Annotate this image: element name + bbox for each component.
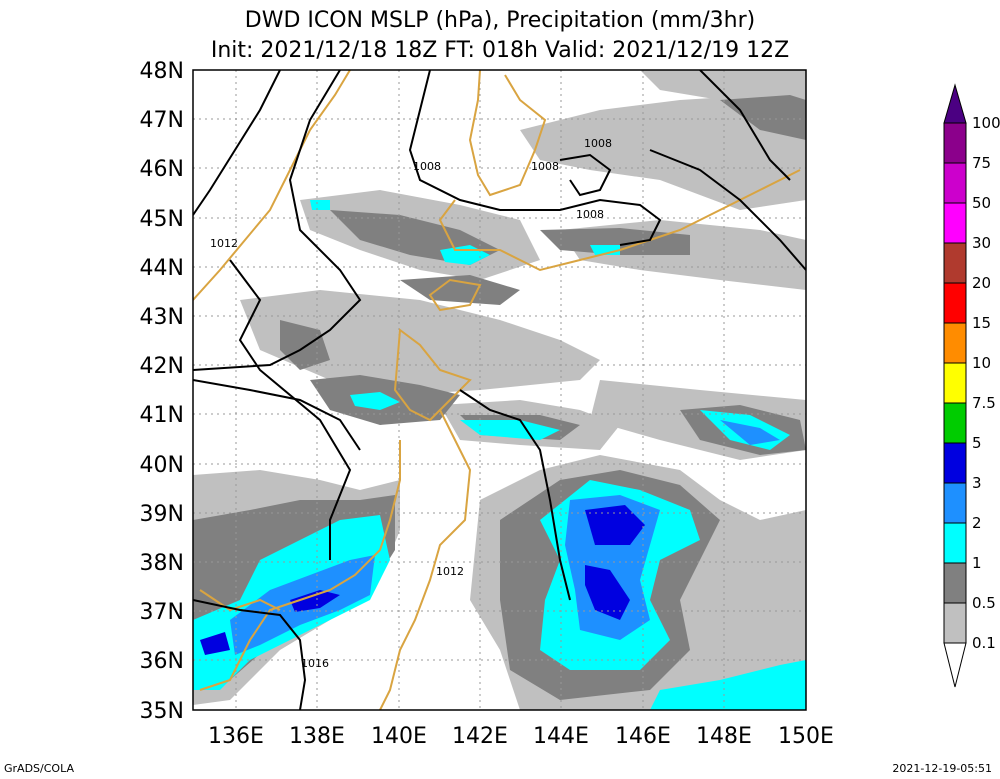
colorbar-swatch [943, 322, 967, 364]
lat-label: 39N [140, 502, 184, 527]
isobar-label: 1012 [436, 565, 464, 578]
lon-labels: 136E 138E 140E 142E 144E 146E 148E 150E [208, 724, 834, 749]
colorbar-top-arrow [943, 83, 967, 124]
isobar-label: 1008 [413, 160, 441, 173]
colorbar-label: 0.5 [972, 594, 996, 612]
lon-label: 144E [533, 724, 589, 749]
lat-label: 41N [140, 403, 184, 428]
colorbar-label: 7.5 [972, 394, 996, 412]
precip-colorbar: 100 75 50 30 20 15 10 7.5 5 3 2 1 0.5 0.… [943, 83, 1000, 688]
lat-label: 47N [140, 108, 184, 133]
colorbar-label: 30 [972, 234, 991, 252]
lat-label: 38N [140, 551, 184, 576]
lon-label: 148E [696, 724, 752, 749]
precip-darkblue [200, 505, 645, 655]
colorbar-swatch [943, 442, 967, 484]
colorbar-label: 1 [972, 554, 982, 572]
lat-label: 44N [140, 256, 184, 281]
colorbar-label: 10 [972, 354, 991, 372]
lat-label: 46N [140, 157, 184, 182]
footer-credit: GrADS/COLA [4, 762, 74, 775]
lat-label: 42N [140, 354, 184, 379]
colorbar-swatch [943, 202, 967, 244]
colorbar-label: 50 [972, 194, 991, 212]
lon-label: 140E [371, 724, 427, 749]
lat-label: 45N [140, 207, 184, 232]
colorbar-swatch [943, 602, 967, 644]
colorbar-swatch [943, 282, 967, 324]
colorbar-swatch [943, 362, 967, 404]
colorbar-swatch [943, 522, 967, 564]
colorbar-label: 5 [972, 434, 982, 452]
lat-label: 35N [140, 699, 184, 724]
map-grid [193, 70, 806, 710]
colorbar-swatch [943, 122, 967, 164]
lat-label: 36N [140, 649, 184, 674]
colorbar-swatch [943, 162, 967, 204]
lat-label: 48N [140, 59, 184, 84]
coastlines [193, 70, 801, 710]
colorbar-label: 3 [972, 474, 982, 492]
colorbar-swatch [943, 402, 967, 444]
isobars [193, 70, 806, 710]
chart-title: DWD ICON MSLP (hPa), Precipitation (mm/3… [244, 8, 756, 33]
colorbar-swatch [943, 562, 967, 604]
colorbar-swatch [943, 482, 967, 524]
lat-label: 43N [140, 305, 184, 330]
footer-timestamp: 2021-12-19-05:51 [892, 762, 992, 775]
lat-label: 37N [140, 600, 184, 625]
lat-labels: 48N 47N 46N 45N 44N 43N 42N 41N 40N 39N … [140, 59, 184, 724]
lat-label: 40N [140, 453, 184, 478]
isobar-labels: 1008 1008 1008 1008 1012 1012 1016 [210, 137, 612, 670]
map-frame [192, 69, 807, 711]
map-area: 1008 1008 1008 1008 1012 1012 1016 [193, 70, 806, 710]
isobar-label: 1016 [301, 657, 329, 670]
isobar-label: 1008 [531, 160, 559, 173]
isobar-label: 1008 [576, 208, 604, 221]
chart-subtitle: Init: 2021/12/18 18Z FT: 018h Valid: 202… [210, 38, 790, 63]
isobar-label: 1012 [210, 237, 238, 250]
colorbar-swatch [943, 242, 967, 284]
colorbar-label: 0.1 [972, 634, 996, 652]
colorbar-label: 75 [972, 154, 991, 172]
lon-label: 136E [208, 724, 264, 749]
colorbar-bottom-arrow [943, 642, 967, 688]
lon-label: 146E [615, 724, 671, 749]
lon-label: 150E [778, 724, 834, 749]
colorbar-label: 100 [972, 114, 1000, 132]
isobar-label: 1008 [584, 137, 612, 150]
colorbar-label: 15 [972, 314, 991, 332]
colorbar-label: 20 [972, 274, 991, 292]
colorbar-label: 2 [972, 514, 982, 532]
lon-label: 142E [452, 724, 508, 749]
lon-label: 138E [289, 724, 345, 749]
